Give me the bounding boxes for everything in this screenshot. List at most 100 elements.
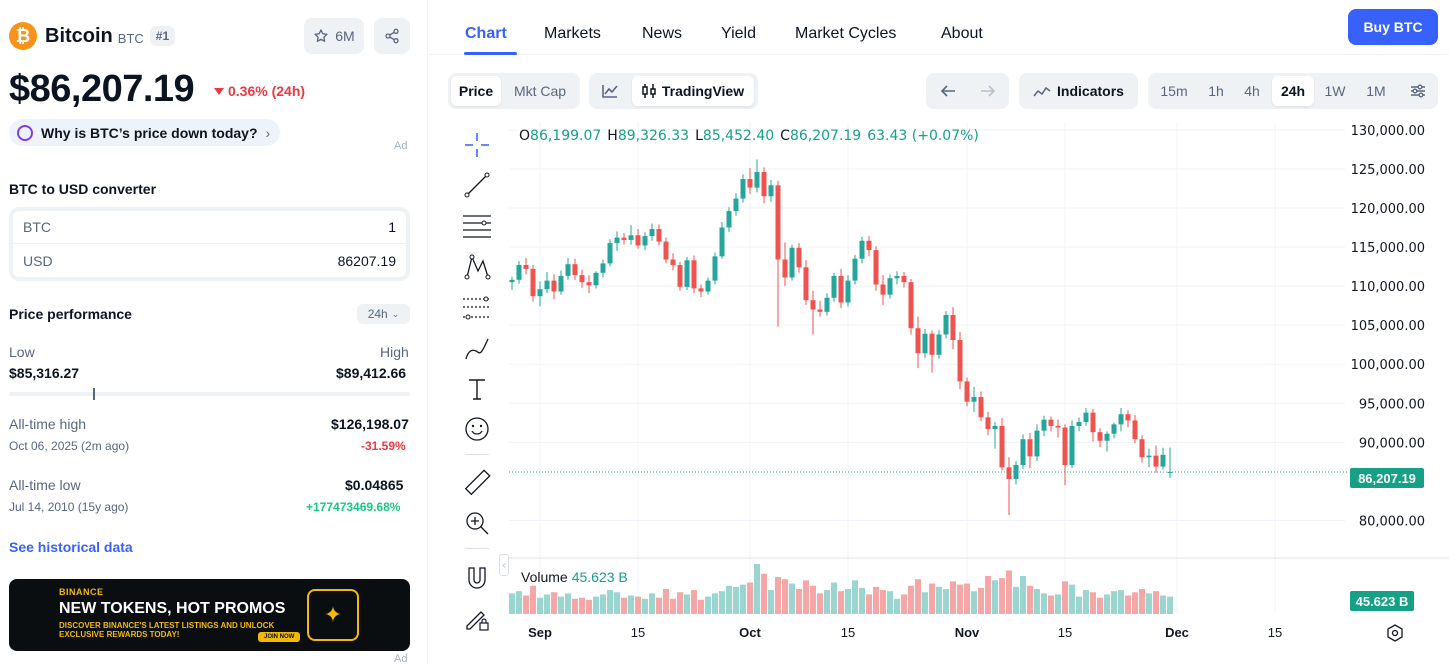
candle-body [607, 243, 613, 264]
price-toggle[interactable]: Price [451, 76, 501, 106]
converter-title: BTC to USD converter [9, 181, 157, 197]
measure-tool[interactable] [457, 468, 497, 498]
volume-bar [873, 586, 879, 614]
coin-header: ₿ Bitcoin BTC #1 [9, 22, 176, 50]
chart-type-toggle: TradingView [589, 73, 758, 109]
tradingview-label: TradingView [661, 83, 745, 99]
volume-bar [628, 595, 634, 614]
volume-bar [656, 597, 662, 614]
volume-bar [1034, 589, 1040, 614]
magnet-icon [468, 567, 486, 589]
magnet-tool[interactable] [457, 564, 497, 594]
text-tool[interactable] [457, 374, 497, 404]
tab-markets[interactable]: Markets [544, 25, 601, 42]
ohlc-high-key: H [607, 128, 618, 144]
candle-body [1076, 422, 1082, 426]
ath-date: Oct 06, 2025 (2m ago) [9, 439, 130, 453]
volume-legend: Volume 45.623 B [521, 569, 628, 585]
undo-button[interactable] [929, 76, 967, 106]
volume-bar [649, 593, 655, 614]
converter-btc-input[interactable]: 1 [388, 219, 396, 235]
chart-config-icon[interactable] [1386, 624, 1404, 642]
low-value: $85,316.27 [9, 365, 80, 381]
tab-yield[interactable]: Yield [721, 25, 756, 42]
lock-drawing-tool[interactable] [457, 604, 497, 634]
volume-bar [719, 591, 725, 614]
forecast-tool[interactable] [457, 293, 497, 323]
candle-body [1027, 439, 1033, 457]
interval-24h[interactable]: 24h [1272, 76, 1314, 106]
arrow-left-icon [940, 85, 955, 97]
candle-body [1125, 414, 1131, 421]
crosshair-tool[interactable] [457, 130, 497, 160]
candle-body [817, 309, 823, 312]
volume-label: Volume [521, 569, 568, 585]
volume-bar [1153, 591, 1159, 614]
fib-tool[interactable] [457, 211, 497, 241]
volume-bar [523, 595, 529, 614]
historical-data-link[interactable]: See historical data [9, 539, 133, 555]
candle-body [908, 282, 914, 329]
ath-value: $126,198.07 [331, 416, 409, 432]
coin-symbol: BTC [117, 30, 144, 46]
buy-btc-button[interactable]: Buy BTC [1348, 9, 1438, 45]
indicators-button[interactable]: Indicators [1022, 76, 1135, 106]
volume-bar [1167, 596, 1173, 614]
redo-button[interactable] [969, 76, 1007, 106]
x-axis-tick-label: Dec [1165, 625, 1189, 640]
binance-ad-banner[interactable]: BINANCE NEW TOKENS, HOT PROMOS DISCOVER … [9, 579, 410, 651]
price-range-bar [9, 392, 410, 396]
tradingview-toggle[interactable]: TradingView [632, 76, 754, 106]
converter-usd-input[interactable]: 86207.19 [337, 252, 396, 269]
candle-body [985, 417, 991, 430]
atl-label: All-time low [9, 477, 81, 493]
volume-bar [663, 589, 669, 614]
volume-bar [1160, 595, 1166, 614]
chart-settings-button[interactable] [1402, 76, 1434, 106]
why-price-down-link[interactable]: Why is BTC’s price down today? › [9, 119, 281, 146]
tab-news[interactable]: News [642, 25, 683, 42]
zoom-tool[interactable] [457, 508, 497, 538]
forecast-icon [463, 296, 491, 320]
candle-body [1104, 433, 1110, 441]
converter-row-btc[interactable]: BTC 1 [13, 211, 406, 244]
interval-4h[interactable]: 4h [1244, 83, 1260, 99]
tab-market-cycles[interactable]: Market Cycles [795, 25, 897, 42]
performance-period-select[interactable]: 24h ⌄ [357, 304, 410, 324]
interval-1m[interactable]: 1M [1366, 83, 1386, 99]
why-price-text: Why is BTC’s price down today? [41, 124, 258, 141]
brush-tool[interactable] [457, 334, 497, 364]
volume-bar [593, 596, 599, 614]
interval-1h[interactable]: 1h [1208, 83, 1224, 99]
interval-1w[interactable]: 1W [1324, 83, 1346, 99]
volume-bar [1062, 581, 1068, 614]
low-label: Low [9, 344, 35, 360]
chevron-right-icon: › [265, 124, 271, 141]
volume-bar [922, 592, 928, 614]
converter-row-usd[interactable]: USD 86207.19 [13, 244, 406, 277]
ruler-icon [464, 469, 491, 496]
line-chart-toggle[interactable] [592, 76, 628, 106]
share-button[interactable] [374, 18, 410, 54]
caret-down-icon [214, 87, 224, 95]
banner-cta[interactable]: JOIN NOW [258, 632, 301, 642]
candle-body [684, 260, 690, 287]
watchlist-button[interactable]: 6M [304, 18, 364, 54]
y-axis-tick-label: 130,000.00 [1351, 124, 1425, 139]
candle-body [1118, 414, 1124, 425]
trend-line-tool[interactable] [457, 170, 497, 200]
emoji-tool[interactable] [457, 414, 497, 444]
mktcap-toggle[interactable]: Mkt Cap [513, 83, 567, 99]
tab-about[interactable]: About [941, 25, 983, 42]
collapse-toolbar-button[interactable]: ‹ [499, 554, 509, 576]
indicators-label: Indicators [1057, 83, 1124, 99]
pattern-tool[interactable] [457, 252, 497, 282]
volume-bar [824, 590, 830, 614]
candle-body [1062, 427, 1068, 465]
interval-15m[interactable]: 15m [1160, 83, 1188, 99]
tab-chart[interactable]: Chart [465, 25, 507, 42]
toolbar-divider [465, 454, 489, 455]
volume-bar [537, 597, 543, 614]
volume-bar [642, 598, 648, 614]
